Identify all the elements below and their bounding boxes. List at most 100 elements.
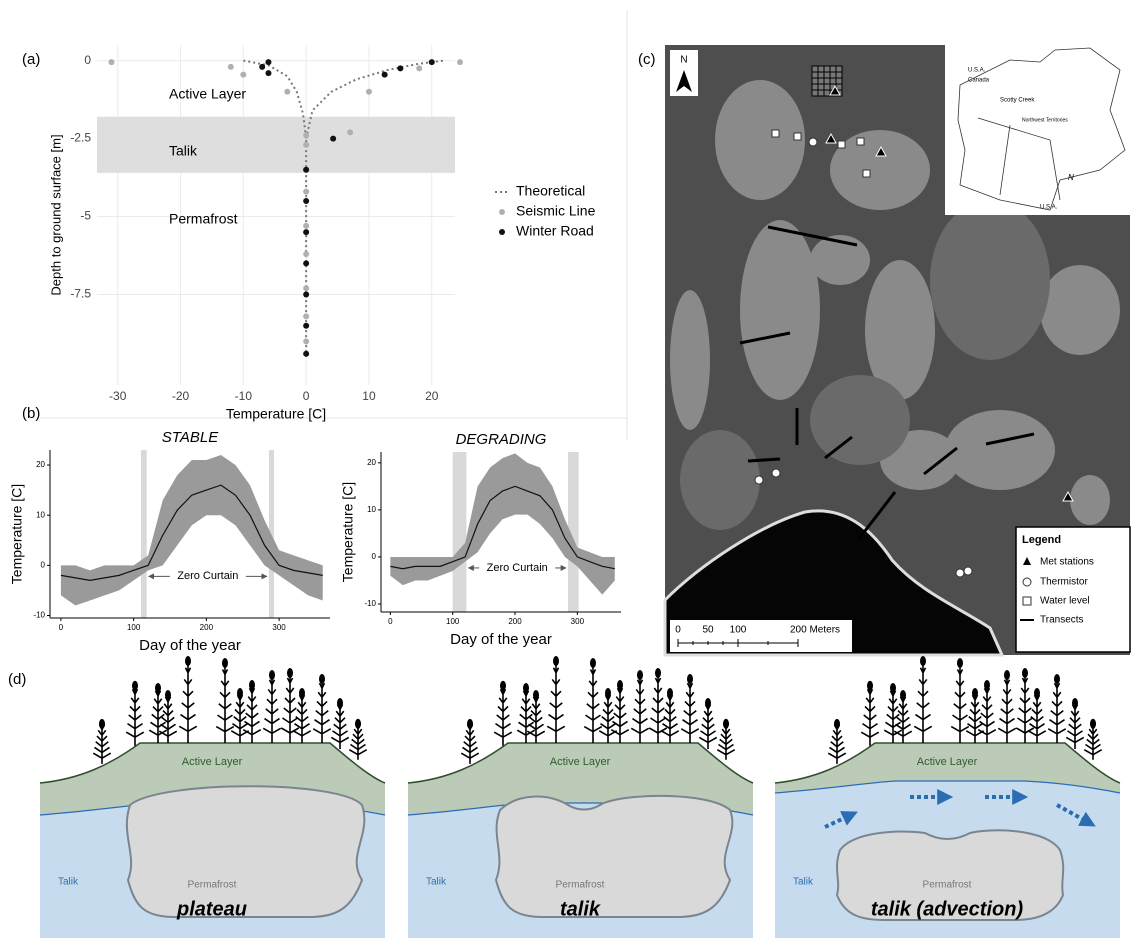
tree-top [617, 680, 623, 690]
map-legend: Legend Met stations Thermistor Water lev… [1016, 527, 1130, 652]
tree-top [249, 680, 255, 690]
scale-label: 0 [675, 625, 681, 636]
diagram: Active LayerPermafrostTaliktalik [408, 656, 753, 938]
y-tick-label: 20 [36, 460, 45, 469]
tree-top [867, 681, 873, 691]
tree-top [972, 688, 978, 698]
panel-label: (c) [638, 51, 656, 68]
scale-label: 50 [702, 625, 714, 636]
tree-top [222, 658, 228, 668]
ellipse [670, 290, 710, 430]
diagram-title: plateau [176, 898, 247, 920]
y-tick-label: -10 [33, 611, 45, 620]
inset-label: U.S.A. [968, 68, 986, 74]
diagram: Active LayerPermafrostTaliktalik (advect… [775, 656, 1120, 938]
legend-item: Water level [1040, 596, 1090, 607]
inset-map: U.S.A. Canada Scotty Creek Northwest Ter… [945, 45, 1130, 215]
data-point [303, 223, 309, 229]
ellipse [680, 430, 760, 530]
annotation: Zero Curtain [487, 562, 548, 574]
ellipse [930, 200, 1050, 360]
legend-swatch [499, 209, 505, 215]
permafrost-label: Permafrost [923, 880, 972, 891]
tree-top [1090, 719, 1096, 729]
tree-top [165, 690, 171, 700]
circle [964, 567, 972, 575]
ellipse [740, 220, 820, 400]
legend-item: Transects [1040, 615, 1084, 626]
tree-top [553, 656, 559, 666]
zone-label: Permafrost [169, 211, 238, 227]
data-point [303, 132, 309, 138]
tree-top [920, 656, 926, 666]
data-point [265, 70, 271, 76]
y-axis-label: Temperature [C] [340, 482, 356, 582]
tree-top [1034, 688, 1040, 698]
inset-label: Northwest Territories [1022, 117, 1068, 123]
north-arrow: N [670, 50, 698, 96]
data-point [284, 89, 290, 95]
panel-label: (d) [8, 671, 26, 688]
tree-top [1072, 698, 1078, 708]
rect [863, 170, 870, 177]
data-point [457, 59, 463, 65]
y-tick-label: 10 [367, 505, 376, 514]
y-axis-label: Temperature [C] [9, 484, 25, 584]
tree-top [269, 670, 275, 680]
chart-title: STABLE [162, 429, 219, 446]
legend-label: Seismic Line [516, 203, 596, 219]
rect [1023, 597, 1031, 605]
y-tick-label: -2.5 [70, 131, 91, 145]
tree-top [687, 674, 693, 684]
x-axis-label: Temperature [C] [226, 406, 326, 422]
line [748, 459, 780, 461]
tree-top [523, 683, 529, 693]
tree-top [705, 698, 711, 708]
x-tick-label: 100 [127, 623, 141, 632]
diagrams: Active LayerPermafrostTalikplateauActive… [40, 656, 1120, 938]
talik-label: Talik [426, 877, 447, 888]
diagram-title: talik [560, 898, 601, 920]
scale-label: 100 [730, 625, 747, 636]
panel-label: (a) [22, 51, 40, 68]
circle [956, 569, 964, 577]
x-tick-label: 0 [59, 623, 64, 632]
data-point [303, 323, 309, 329]
legend-title: Legend [1022, 534, 1061, 546]
ellipse [715, 80, 805, 200]
tree-top [723, 719, 729, 729]
data-point [303, 338, 309, 344]
tree-top [299, 688, 305, 698]
scale-bar: 0 50 100 200 Meters [670, 620, 852, 652]
tree-top [337, 698, 343, 708]
data-point [303, 285, 309, 291]
data-point [228, 64, 234, 70]
y-tick-label: 0 [84, 53, 91, 67]
y-tick-label: -10 [364, 599, 376, 608]
zero-curtain [141, 450, 147, 618]
inset-label: Canada [968, 78, 990, 84]
map: N U.S.A. Canada Scotty Creek Northwest T… [665, 45, 1130, 655]
legend-label: Winter Road [516, 223, 594, 239]
y-tick-label: 0 [41, 560, 46, 569]
x-tick-label: -20 [172, 389, 190, 403]
zone-label: Active Layer [169, 86, 246, 102]
data-point [303, 142, 309, 148]
x-axis-label: Day of the year [450, 631, 552, 648]
x-tick-label: 300 [571, 617, 585, 626]
data-point [382, 72, 388, 78]
tree-top [984, 680, 990, 690]
x-tick-label: 100 [446, 617, 460, 626]
tree-top [500, 681, 506, 691]
x-tick-label: 0 [388, 617, 393, 626]
data-point [330, 136, 336, 142]
tree-top [957, 658, 963, 668]
data-point [303, 292, 309, 298]
diagram-title: talik (advection) [871, 898, 1024, 920]
x-tick-label: 300 [272, 623, 286, 632]
tree-top [655, 668, 661, 678]
active-layer-label: Active Layer [917, 756, 978, 768]
tree-top [185, 656, 191, 666]
rect [857, 138, 864, 145]
data-point [397, 65, 403, 71]
